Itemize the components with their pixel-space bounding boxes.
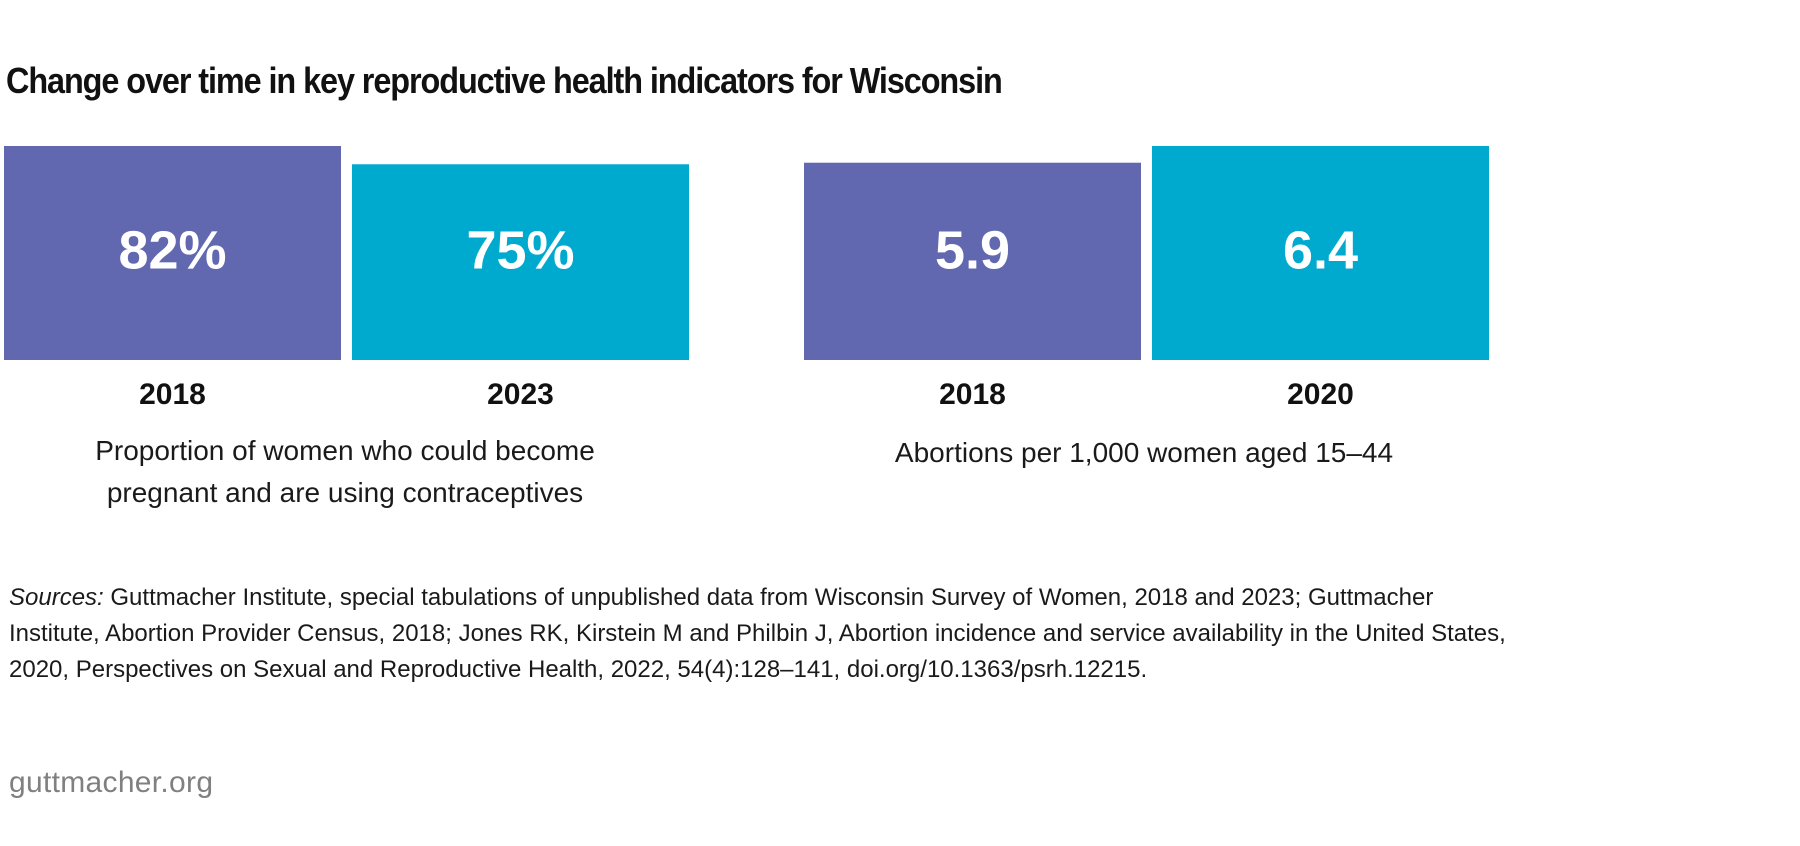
- sources-label: Sources:: [9, 584, 104, 611]
- sources-text: Guttmacher Institute, special tabulation…: [9, 584, 1506, 683]
- chart-title: Change over time in key reproductive hea…: [6, 60, 1003, 101]
- chart-caption-abortion-rate: Abortions per 1,000 women aged 15–44: [894, 437, 1394, 468]
- bar-contraceptive-use-2018: [4, 146, 341, 360]
- chart-contraceptive-use-svg: 82% 2018 75% 2023: [4, 146, 689, 411]
- site-link[interactable]: guttmacher.org: [9, 766, 214, 799]
- data-label-abortion-rate-2018: 5.9: [935, 220, 1010, 280]
- sources-note: Sources: Guttmacher Institute, special t…: [9, 580, 1529, 688]
- chart-abortion-rate: 5.9 2018 6.4 2020: [804, 130, 1494, 411]
- data-label-contraceptive-use-2018: 82%: [118, 220, 226, 280]
- data-label-contraceptive-use-2023: 75%: [466, 220, 574, 280]
- chart-contraceptive-use: 82% 2018 75% 2023: [4, 130, 694, 411]
- bar-contraceptive-use-2023: [352, 164, 689, 360]
- chart-caption-contraceptive-use: Proportion of women who could become pre…: [95, 435, 595, 508]
- chart-abortion-rate-svg: 5.9 2018 6.4 2020: [804, 146, 1489, 411]
- category-label-abortion-rate-2020: 2020: [1287, 378, 1354, 411]
- data-label-abortion-rate-2020: 6.4: [1283, 220, 1358, 280]
- category-label-contraceptive-use-2023: 2023: [487, 378, 554, 411]
- category-label-contraceptive-use-2018: 2018: [139, 378, 206, 411]
- category-label-abortion-rate-2018: 2018: [939, 378, 1006, 411]
- bar-abortion-rate-2018: [804, 162, 1141, 360]
- bar-abortion-rate-2020: [1152, 146, 1489, 360]
